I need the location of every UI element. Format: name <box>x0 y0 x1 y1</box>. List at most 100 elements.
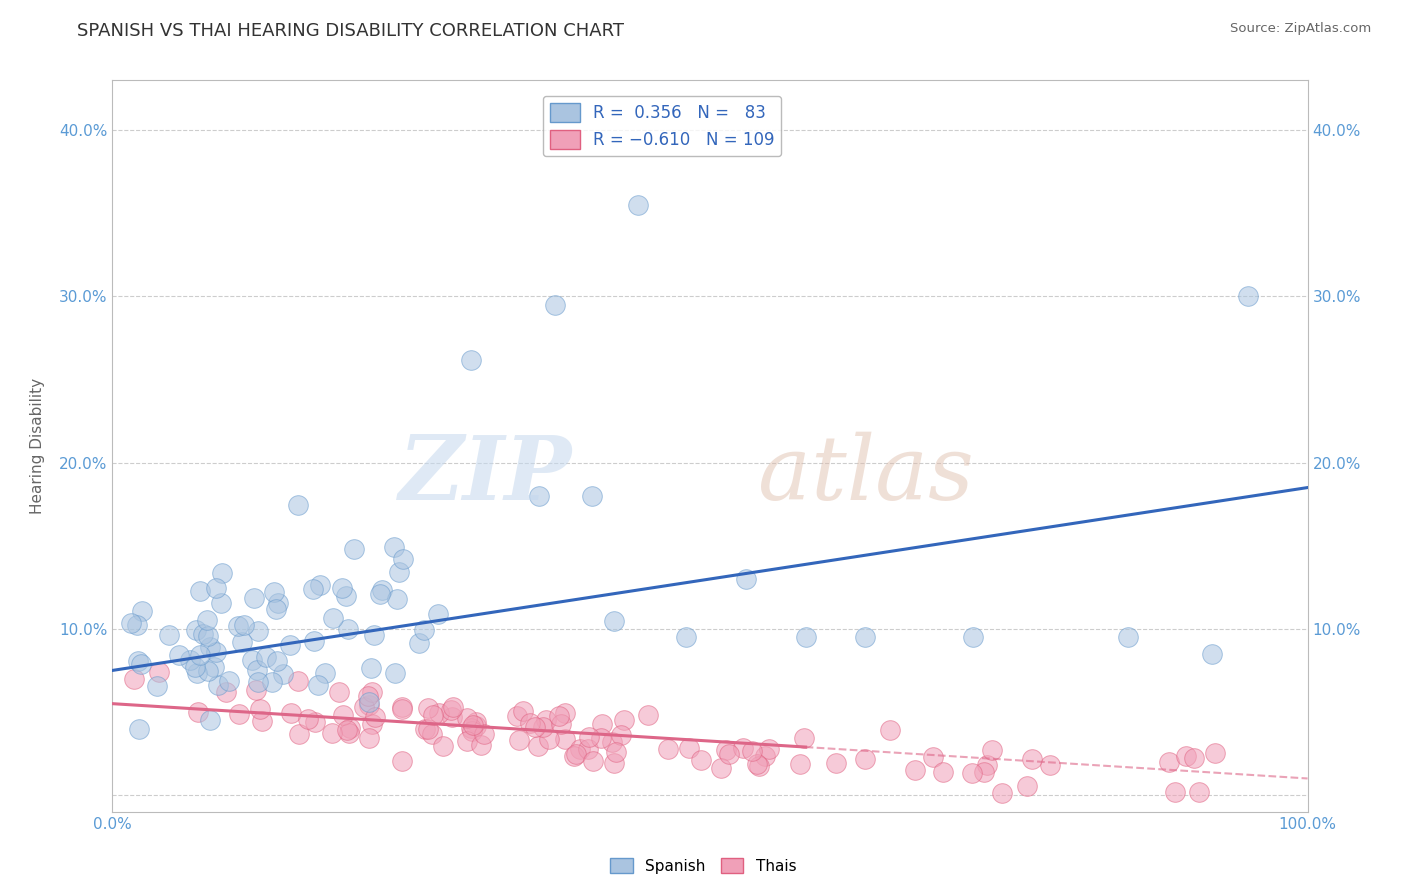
Point <box>157 628 180 642</box>
Point <box>441 700 464 714</box>
Point <box>991 787 1014 801</box>
Point <box>855 752 877 766</box>
Point <box>129 657 152 671</box>
Point <box>392 552 415 566</box>
Point <box>357 698 380 712</box>
Point <box>547 709 569 723</box>
Point <box>460 724 482 739</box>
Point <box>794 630 817 644</box>
Point <box>183 660 205 674</box>
Point <box>418 701 440 715</box>
Point <box>512 704 534 718</box>
Point <box>302 582 325 596</box>
Y-axis label: Hearing Disability: Hearing Disability <box>31 378 45 514</box>
Point <box>534 713 557 727</box>
Point <box>519 715 541 730</box>
Point <box>197 613 219 627</box>
Point <box>456 733 478 747</box>
Point <box>562 749 585 764</box>
Point <box>339 726 361 740</box>
Point <box>581 489 603 503</box>
Point <box>526 739 548 753</box>
Point <box>637 708 659 723</box>
Point <box>218 673 240 688</box>
Legend: R =  0.356   N =   83, R = −0.610   N = 109: R = 0.356 N = 83, R = −0.610 N = 109 <box>543 96 782 156</box>
Point <box>249 702 271 716</box>
Point <box>266 602 288 616</box>
Point <box>232 618 254 632</box>
Point <box>198 713 221 727</box>
Point <box>127 618 149 632</box>
Point <box>337 622 360 636</box>
Point <box>461 717 484 731</box>
Point <box>793 731 815 745</box>
Point <box>332 707 354 722</box>
Point <box>321 726 343 740</box>
Point <box>408 636 430 650</box>
Text: Source: ZipAtlas.com: Source: ZipAtlas.com <box>1230 22 1371 36</box>
Point <box>207 678 229 692</box>
Point <box>179 653 201 667</box>
Point <box>359 695 381 709</box>
Point <box>550 717 572 731</box>
Point <box>741 744 763 758</box>
Point <box>472 727 495 741</box>
Point <box>904 764 927 778</box>
Point <box>1237 289 1260 303</box>
Point <box>271 666 294 681</box>
Point <box>198 640 221 654</box>
Point <box>266 654 288 668</box>
Point <box>128 722 150 736</box>
Point <box>1118 630 1140 644</box>
Legend: Spanish, Thais: Spanish, Thais <box>603 852 803 880</box>
Point <box>267 596 290 610</box>
Point <box>247 624 270 639</box>
Point <box>465 715 488 730</box>
Point <box>330 581 353 595</box>
Point <box>187 705 209 719</box>
Point <box>440 703 463 717</box>
Point <box>280 706 302 720</box>
Point <box>962 630 984 644</box>
Point <box>205 644 228 658</box>
Point <box>464 719 486 733</box>
Point <box>922 750 945 764</box>
Point <box>1175 748 1198 763</box>
Point <box>353 699 375 714</box>
Point <box>1021 751 1043 765</box>
Point <box>1201 647 1223 661</box>
Text: SPANISH VS THAI HEARING DISABILITY CORRELATION CHART: SPANISH VS THAI HEARING DISABILITY CORRE… <box>77 22 624 40</box>
Point <box>531 720 554 734</box>
Point <box>307 678 329 692</box>
Point <box>391 755 413 769</box>
Point <box>363 628 385 642</box>
Point <box>731 741 754 756</box>
Point <box>391 700 413 714</box>
Point <box>361 717 384 731</box>
Point <box>576 742 599 756</box>
Point <box>357 689 380 703</box>
Point <box>568 742 591 756</box>
Point <box>146 680 169 694</box>
Point <box>603 614 626 628</box>
Point <box>581 754 603 768</box>
Point <box>226 619 249 633</box>
Point <box>1188 785 1211 799</box>
Point <box>169 648 191 662</box>
Point <box>304 714 326 729</box>
Point <box>564 747 586 762</box>
Point <box>420 727 443 741</box>
Point <box>391 702 413 716</box>
Point <box>554 732 576 747</box>
Point <box>578 731 600 745</box>
Point <box>422 708 444 723</box>
Point <box>610 728 633 742</box>
Point <box>554 706 576 720</box>
Point <box>735 572 758 586</box>
Point <box>980 743 1002 757</box>
Point <box>188 648 211 662</box>
Point <box>605 745 627 759</box>
Point <box>1163 785 1185 799</box>
Point <box>205 582 228 596</box>
Point <box>287 674 309 689</box>
